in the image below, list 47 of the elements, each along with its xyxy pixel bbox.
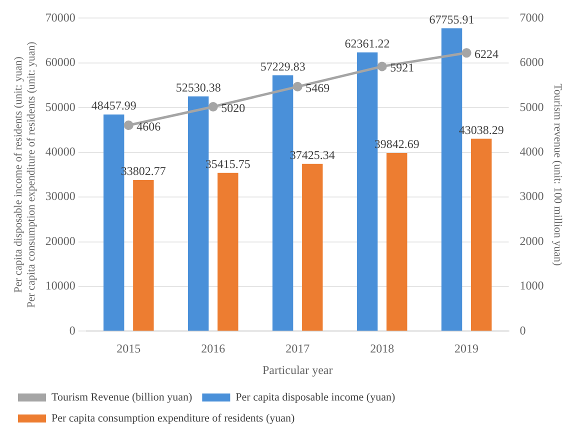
y-tick-label: 10000	[45, 278, 76, 293]
x-tick-label: 2016	[201, 342, 226, 356]
data-label: 48457.99	[91, 98, 136, 113]
y2-axis-title: Tourism revenue (unit: 100 million yuan)	[552, 84, 564, 266]
legend-label: Tourism Revenue (billion yuan)	[52, 391, 193, 404]
bar	[386, 153, 408, 331]
x-tick-label: 2019	[454, 342, 479, 356]
bar	[218, 172, 238, 331]
point	[462, 48, 472, 58]
data-label: 57229.83	[260, 59, 306, 74]
data-label: 52530.38	[176, 80, 221, 94]
data-label: 62361.22	[344, 36, 390, 51]
point	[124, 120, 134, 130]
y2-tick-label: 6000	[520, 55, 544, 70]
legend-label: Per capita disposable income (yuan)	[236, 391, 396, 404]
point	[377, 62, 387, 72]
y2-tick-label: 0	[520, 323, 526, 338]
bar	[133, 180, 154, 331]
x-axis-title: Particular year	[262, 362, 333, 377]
point	[292, 82, 302, 92]
data-label: 5020	[221, 100, 246, 115]
y-tick-label: 30000	[45, 189, 76, 204]
y-tick-label: 0	[69, 323, 76, 338]
x-tick-label: 2018	[370, 342, 394, 356]
y-tick-label: 70000	[45, 10, 76, 24]
y2-tick-label: 2000	[520, 234, 544, 248]
x-tick-label: 2015	[116, 342, 141, 356]
bar	[470, 138, 492, 331]
y-tick-label: 40000	[45, 144, 76, 158]
x-tick-label: 2017	[286, 342, 310, 356]
y-tick-label: 60000	[45, 55, 76, 70]
data-label: 5469	[306, 80, 330, 95]
point	[208, 102, 218, 112]
y2-tick-label: 7000	[520, 10, 544, 24]
y2-tick-label: 4000	[520, 144, 544, 158]
data-label: 5921	[390, 60, 414, 75]
y2-tick-label: 1000	[520, 278, 544, 293]
bar	[302, 164, 323, 331]
y2-tick-label: 3000	[520, 189, 544, 204]
legend-label: Per capita consumption expenditure of residents (yuan)	[52, 412, 295, 424]
data-label: 67755.91	[429, 12, 474, 26]
y2-tick-label: 5000	[520, 100, 544, 114]
data-label: 4606	[136, 119, 161, 134]
y-tick-label: 20000	[45, 234, 76, 248]
data-label: 6224	[474, 47, 499, 62]
y-axis-title: Per capita disposable income of residents (unit: yuan) Per capita consumption expenditure of residents (unit: yuan)	[12, 41, 38, 308]
y-tick-label: 50000	[45, 100, 76, 114]
